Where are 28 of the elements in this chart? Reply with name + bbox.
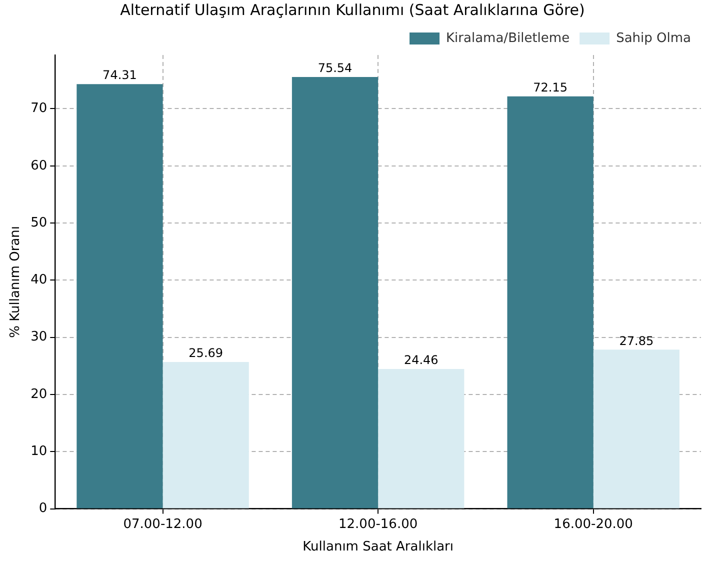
chart-title: Alternatif Ulaşım Araçlarının Kullanımı (Saat Aralıklarına Göre) [120, 0, 585, 19]
x-tick-label: 16.00-20.00 [554, 516, 633, 532]
y-tick-label: 0 [38, 501, 48, 516]
y-axis-title: % Kullanım Oranı [8, 226, 24, 338]
bar [162, 362, 249, 508]
y-tick-label: 40 [30, 272, 48, 288]
x-axis-title: Kullanım Saat Aralıkları [302, 540, 454, 555]
x-tick-label: 07.00-12.00 [123, 516, 202, 532]
legend-label: Kiralama/Biletleme [446, 30, 570, 46]
y-tick-label: 10 [30, 444, 48, 460]
bar [292, 77, 378, 508]
data-label: 74.31 [102, 68, 137, 82]
data-label: 72.15 [533, 80, 568, 95]
y-tick-label: 50 [30, 215, 48, 230]
data-label: 27.85 [619, 334, 654, 348]
bar [593, 350, 680, 508]
x-tick-label: 12.00-16.00 [338, 516, 418, 532]
data-label: 24.46 [404, 353, 438, 368]
y-tick-label: 20 [30, 386, 48, 402]
data-label: 75.54 [318, 61, 352, 76]
y-tick-label: 60 [30, 158, 48, 174]
bar [76, 84, 163, 508]
y-tick-label: 30 [30, 330, 48, 345]
y-tick-label: 70 [30, 101, 48, 116]
bar [378, 369, 464, 508]
bar [507, 96, 594, 508]
data-label: 25.69 [188, 346, 224, 360]
legend-label: Sahip Olma [616, 30, 692, 46]
